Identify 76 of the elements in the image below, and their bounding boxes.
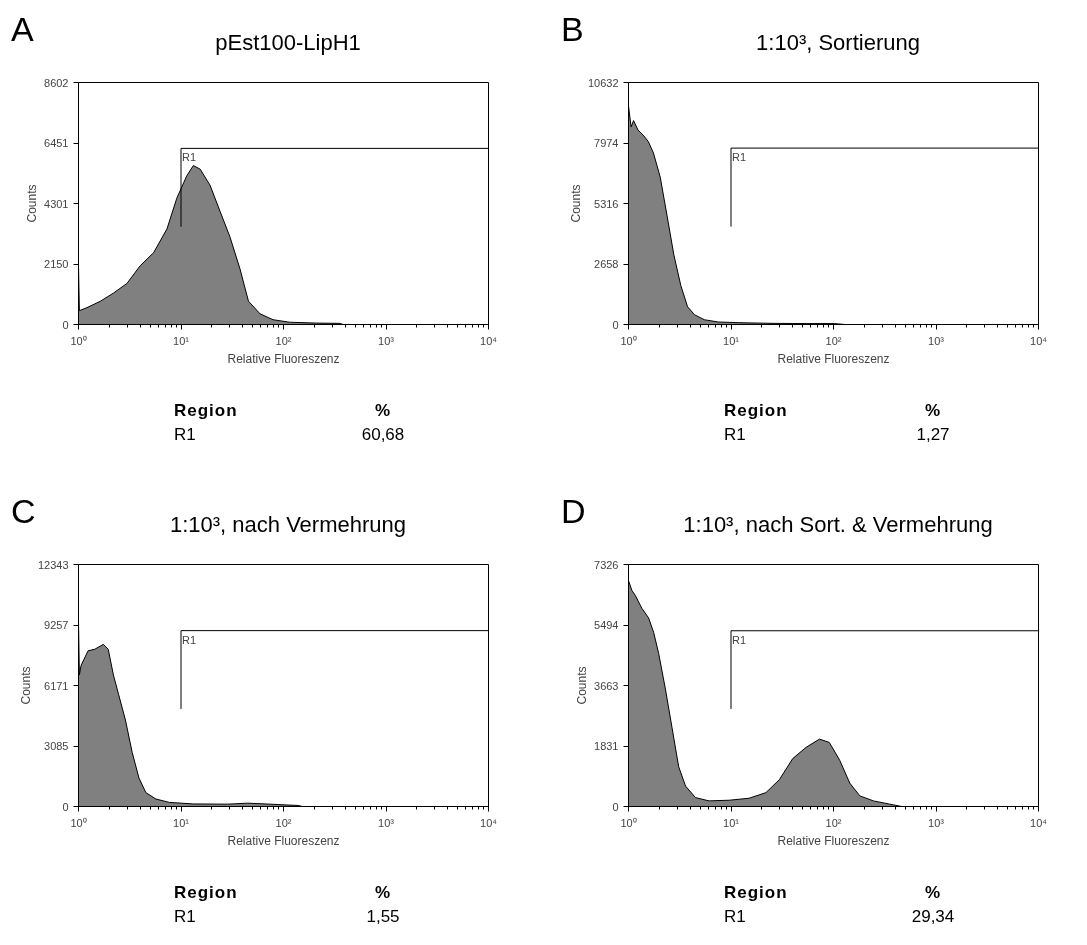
x-tick-label: 10⁰ [620,816,637,829]
y-axis-title: Counts [575,666,590,705]
text: % [923,882,943,904]
text: Region [173,400,239,422]
x-tick-label: 10⁴ [480,816,498,829]
chart-title: pEst100-LipH1 [214,29,362,57]
chart-title: 1:10³, Sortierung [755,29,921,57]
x-tick-label: 10² [275,816,292,829]
x-tick-label: 10² [825,816,842,829]
x-tick-label: 10¹ [723,816,740,829]
text: 29,34 [910,906,956,928]
text: D [561,491,586,532]
y-tick-label: 8602 [44,76,69,89]
x-axis-title: Relative Fluoreszenz [777,833,890,848]
y-tick-label: 2150 [44,258,69,271]
y-tick-label: 6171 [44,679,69,692]
text: 60,68 [360,424,406,446]
x-tick-label: 10⁴ [480,334,498,347]
text: % [923,400,943,422]
y-axis-title: Counts [568,184,583,223]
x-tick-label: 10³ [928,816,945,829]
y-axis-title: Counts [25,184,40,223]
x-tick-label: 10³ [378,334,395,347]
y-tick-label: 5316 [594,197,619,210]
y-tick-label: 0 [62,800,69,813]
y-tick-label: 0 [612,318,619,331]
ref-line-label: R1 [182,151,197,164]
text: R1 [173,906,197,928]
x-tick-label: 10⁰ [70,816,87,829]
x-axis-title: Relative Fluoreszenz [777,351,890,366]
x-axis-title: Relative Fluoreszenz [227,833,340,848]
y-tick-label: 12343 [37,558,69,571]
y-tick-label: 4301 [44,197,69,210]
y-tick-label: 10632 [587,76,619,89]
y-tick-label: 7326 [594,558,619,571]
text: Region [723,400,789,422]
text: B [561,9,584,50]
y-tick-label: 0 [62,318,69,331]
text: Region [173,882,239,904]
chart-title: 1:10³, nach Sort. & Vermehrung [682,511,994,539]
x-tick-label: 10⁴ [1030,816,1048,829]
text: A [11,9,34,50]
ref-line-label: R1 [732,151,747,164]
ref-line-label: R1 [732,633,747,646]
y-tick-label: 7974 [594,137,619,149]
y-tick-label: 3085 [44,740,69,753]
x-tick-label: 10⁴ [1030,334,1048,347]
x-tick-label: 10² [275,334,292,347]
x-tick-label: 10³ [928,334,945,347]
x-tick-label: 10¹ [173,334,190,347]
y-tick-label: 2658 [594,258,619,270]
ref-line-label: R1 [182,633,197,646]
text: % [373,400,393,422]
text: 1,27 [915,424,951,446]
x-tick-label: 10¹ [173,816,190,829]
y-tick-label: 5494 [594,619,619,632]
x-tick-label: 10³ [378,816,395,829]
y-tick-label: 3663 [594,679,619,692]
x-tick-label: 10¹ [723,334,740,347]
x-axis-title: Relative Fluoreszenz [227,351,340,366]
x-tick-label: 10⁰ [70,334,87,347]
text: % [373,882,393,904]
y-tick-label: 6451 [44,137,69,150]
y-tick-label: 0 [612,800,619,813]
text: C [11,491,36,532]
y-tick-label: 1831 [594,740,619,753]
text: Region [723,882,789,904]
text: R1 [723,906,747,928]
x-tick-label: 10² [825,334,842,347]
text: 1,55 [365,906,401,928]
y-axis-title: Counts [18,666,33,705]
chart-title: 1:10³, nach Vermehrung [168,511,407,539]
x-tick-label: 10⁰ [620,334,637,347]
text: R1 [723,424,747,446]
y-tick-label: 9257 [44,619,69,631]
text: R1 [173,424,197,446]
